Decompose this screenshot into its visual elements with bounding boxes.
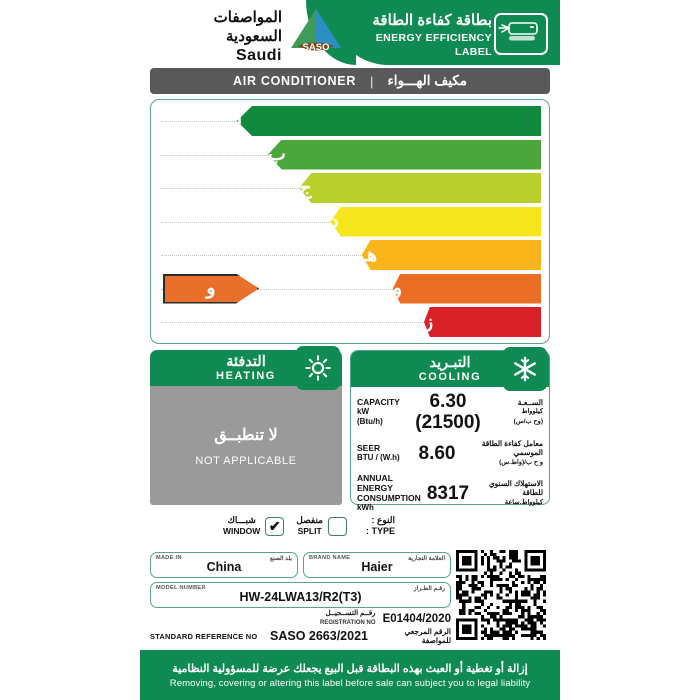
cooling-title-en: COOLING [418,370,482,383]
sun-icon [296,346,340,390]
standard-reference-row: STANDARD REFERENCE NO SASO 2663/2021 الر… [150,627,451,645]
made-in-label-en: MADE IN [156,555,182,561]
registration-label: رقــم التســجيــل REGISTRATION NO [320,610,376,627]
registration-row: رقــم التســجيــل REGISTRATION NO E01404… [150,610,451,627]
model-number-field: MODEL NUMBER رقـم الطـراز HW-24LWA13/R2(… [150,582,451,608]
standard-label-ar: الرقم المرجعي للمواصفة [404,627,451,645]
model-number-label-en: MODEL NUMBER [156,585,206,591]
cooling-value: 6.30 (21500) [415,391,481,433]
checkbox-split[interactable] [328,516,347,536]
type-option-label: شبـــاك WINDOW [223,515,260,537]
brand-name-value: Haier [361,560,393,574]
cooling-label-en: CAPACITY kW (Btu/h) [357,397,400,426]
saso-org-name: المواصفات السعودية Saudi Standards [154,8,282,65]
type-label: النوع : TYPE : [355,515,395,537]
rating-row: ب [155,139,545,170]
cooling-row-0: CAPACITY kW (Btu/h) 6.30 (21500) الســعـة كيلو… [357,391,543,433]
snowflake-icon [503,347,547,391]
energy-efficiency-label: المواصفات السعودية Saudi Standards SASO … [140,0,560,700]
made-in-label-ar: بلد الصنع [269,556,292,562]
saso-org-name-ar: المواصفات السعودية [213,9,282,45]
brand-name-field: BRAND NAME العلامة التجارية Haier [303,552,451,578]
made-in-value: China [206,560,242,574]
cooling-panel: التبـريد COOLING [350,347,550,512]
heating-title-en: HEATING [216,369,276,382]
rating-dot-line [161,322,539,323]
rating-bar-0: أ [236,106,541,136]
cooling-panel-header: التبـريد COOLING [351,347,549,391]
heating-panel: التدفئة HEATING [150,346,342,505]
registration-value: E01404/2020 [382,612,451,625]
performance-panels: التدفئة HEATING [150,346,550,512]
rating-dot-line [161,255,539,256]
cooling-value: 8.60 [418,442,456,464]
rating-bar-6: ز [424,307,541,337]
type-option-label-ar: منفصل [296,515,323,525]
product-name-ar: مكيف الهـــواء [387,73,467,88]
saso-org-name-en: Saudi Standards [235,47,282,64]
model-number-value: HW-24LWA13/R2(T3) [239,590,362,604]
heating-status: لا تنطبــق NOT APPLICABLE [150,386,342,505]
legal-footer: إزالة أو تغطية أو العبث بهذه البطاقة قبل… [140,650,560,700]
cooling-label-en: SEER BTU / (W.h) [357,443,400,462]
qr-code[interactable] [456,550,546,640]
rating-row: هـ [155,240,545,270]
registration-label-ar: رقــم التســجيــل [325,610,376,617]
cooling-title-ar: التبـريد [429,354,471,371]
cooling-label-ar: الســعـة كيلوواط (وح ب/س) [513,397,543,425]
made-in-field: MADE IN بلد الصنع China [150,552,298,578]
type-option-window[interactable]: ✔ شبـــاك WINDOW [223,515,285,537]
footer-text-en: Removing, covering or altering this labe… [169,677,531,689]
heating-status-ar: لا تنطبــق [214,426,278,444]
rating-bar-1: ب [268,139,541,170]
air-conditioner-icon [494,13,548,55]
cooling-row-2: ANNUAL ENERGY CONSUMPTION kWh 8317 الاستهلا… [357,473,543,513]
rating-row: ز [155,307,545,337]
saso-logo-icon: SASO [288,6,344,58]
cooling-value: 8317 [426,482,470,504]
rating-bar-4: هـ [361,240,541,270]
cooling-row-1: SEER BTU / (W.h) 8.60 معامل كفاءة الطاقة ال… [357,435,543,471]
rating-dot-line [161,288,539,290]
rating-row: ج [155,173,545,203]
type-option-label-en: SPLIT [297,526,322,536]
selected-rating-arrow: و [163,273,259,304]
type-selection-row: النوع : TYPE : منفصل SPLIT ✔ شبـــاك WINDOW [150,512,395,540]
cooling-label-en: ANNUAL ENERGY CONSUMPTION kWh [357,473,421,512]
model-number-label-ar: رقـم الطـراز [413,586,445,592]
rating-bar-5: و [392,273,541,304]
checkbox-window[interactable]: ✔ [265,516,285,536]
energy-label-title-ar: بطاقة كفاءة الطاقة [372,12,492,29]
energy-label-title-en: ENERGY EFFICIENCY LABEL [375,32,492,58]
brand-name-label-ar: العلامة التجارية [408,556,445,562]
rating-bar-3: د [330,206,541,237]
type-label-en: TYPE : [365,526,395,536]
type-option-label-en: WINDOW [222,526,261,536]
product-separator: | [370,73,374,89]
rating-bar-2: ج [299,173,541,203]
heating-title-ar: التدفئة [226,353,266,370]
brand-name-label-en: BRAND NAME [309,555,351,561]
label-header: المواصفات السعودية Saudi Standards SASO … [140,0,560,65]
svg-text:SASO: SASO [303,42,330,53]
cooling-label-ar: معامل كفاءة الطاقة الموسمي و ح ب/(واط.س) [481,438,543,466]
heating-panel-header: التدفئة HEATING [150,346,342,390]
footer-text-ar: إزالة أو تغطية أو العبث بهذه البطاقة قبل… [172,662,528,675]
product-name-en: AIR CONDITIONER [233,74,357,88]
rating-row: د [155,206,545,237]
heating-status-en: NOT APPLICABLE [195,454,297,467]
energy-rating-scale: أ ب ج د هـ و و ز [150,99,550,344]
type-option-label-ar: شبـــاك [227,515,256,525]
rating-row: أ [155,106,545,136]
standard-label-en: STANDARD REFERENCE NO [150,631,258,641]
cooling-label-ar: الاستهلاك السنوي للطاقة كيلوواط.ساعة [488,478,543,506]
energy-label-title: بطاقة كفاءة الطاقة ENERGY EFFICIENCY LAB… [342,11,492,59]
type-option-label: منفصل SPLIT [296,515,323,537]
standard-value: SASO 2663/2021 [270,629,368,643]
product-type-bar: AIR CONDITIONER | مكيف الهـــواء [150,68,550,94]
type-option-split[interactable]: منفصل SPLIT [296,515,347,537]
registration-label-en: REGISTRATION NO [320,619,376,626]
type-label-ar: النوع : [371,515,395,525]
